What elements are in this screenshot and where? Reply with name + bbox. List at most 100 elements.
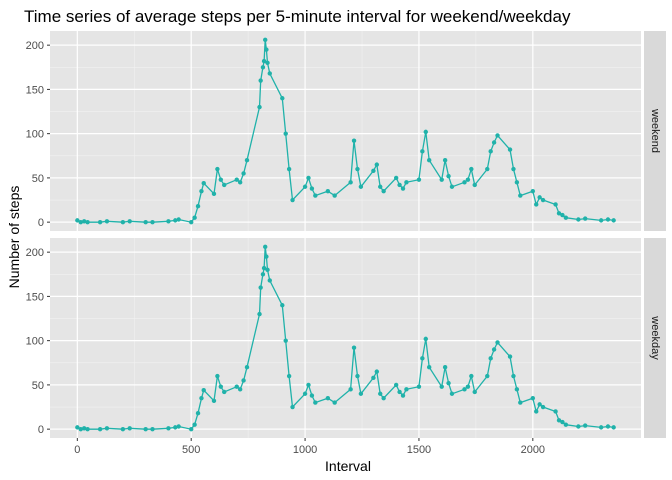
data-point [325,395,331,401]
data-point [605,217,611,222]
data-point [264,254,269,259]
data-point [199,188,204,194]
x-tick-label: 500 [182,444,200,456]
x-axis: 0 500 1000 1500 2000 [74,438,545,456]
x-tick-label: 0 [74,444,80,456]
data-point [309,186,315,191]
data-point [176,424,181,429]
data-point [211,398,217,404]
y-tick-label: 200 [26,40,44,52]
data-point [358,391,364,396]
data-point [563,422,569,427]
data-point [583,216,588,221]
data-point [234,177,239,182]
data-point [462,387,467,392]
data-point [237,387,243,392]
data-point [78,426,83,432]
data-point [201,181,206,186]
data-point [426,365,432,370]
data-point [257,104,262,110]
data-point [104,426,110,431]
data-point [306,175,311,181]
panel-background [50,31,641,231]
data-point [192,215,197,220]
data-point [355,373,360,379]
data-point [374,162,380,167]
data-point [514,180,520,185]
data-point [598,218,604,223]
data-point [264,47,269,52]
y-tick-label: 50 [32,173,44,185]
data-point [234,384,239,389]
data-point [400,186,406,191]
data-point [302,184,308,189]
data-point [192,422,197,427]
data-point [176,217,181,222]
data-point [306,382,311,388]
data-point [127,219,132,224]
data-point [381,188,386,194]
data-point [75,218,80,223]
data-point [416,384,422,389]
data-point [351,138,357,143]
data-point [511,166,516,172]
y-tick-label: 150 [26,84,44,96]
data-point [442,365,448,370]
data-point [189,426,194,432]
data-point [166,426,171,431]
data-point [423,129,428,135]
data-point [472,182,477,188]
data-point [397,389,402,395]
data-point [215,373,220,379]
data-point [332,400,337,405]
x-tick-label: 1000 [293,444,317,456]
data-point [358,184,364,189]
data-point [143,426,148,432]
data-point [534,409,539,414]
data-point [485,166,490,172]
data-point [257,311,262,317]
data-point [605,424,611,429]
data-point [267,71,272,76]
data-point [237,180,243,185]
data-point [611,218,616,223]
data-point [309,393,315,398]
data-point [556,418,562,423]
y-tick-label: 200 [26,247,44,259]
facet-label: weekend [649,108,661,153]
data-point [355,166,360,172]
data-point [263,37,268,43]
data-point [325,188,331,194]
data-point [348,387,353,392]
data-point [488,356,493,361]
data-point [518,193,523,198]
data-point [465,177,471,182]
x-tick-label: 2000 [521,444,545,456]
data-point [378,391,383,396]
data-point [97,426,103,432]
data-point [446,173,451,179]
data-point [420,149,425,154]
facet-strip [644,31,666,231]
data-point [563,215,569,220]
x-tick-label: 1500 [407,444,431,456]
data-point [218,384,224,389]
data-point [416,177,422,182]
data-point [351,345,357,350]
data-point [540,404,546,410]
data-point [267,278,272,283]
data-point [290,197,295,203]
data-point [469,373,474,379]
x-axis-title: Interval [325,458,371,474]
data-point [313,400,318,405]
data-point [485,373,490,379]
panel-weekend: 0 50 100 150 200 weekend [26,31,666,231]
data-point [426,158,432,163]
data-point [439,177,444,182]
data-point [348,180,353,185]
data-point [540,197,546,203]
data-point [423,336,428,342]
y-tick-label: 150 [26,291,44,303]
data-point [189,219,194,225]
data-point [283,338,288,343]
